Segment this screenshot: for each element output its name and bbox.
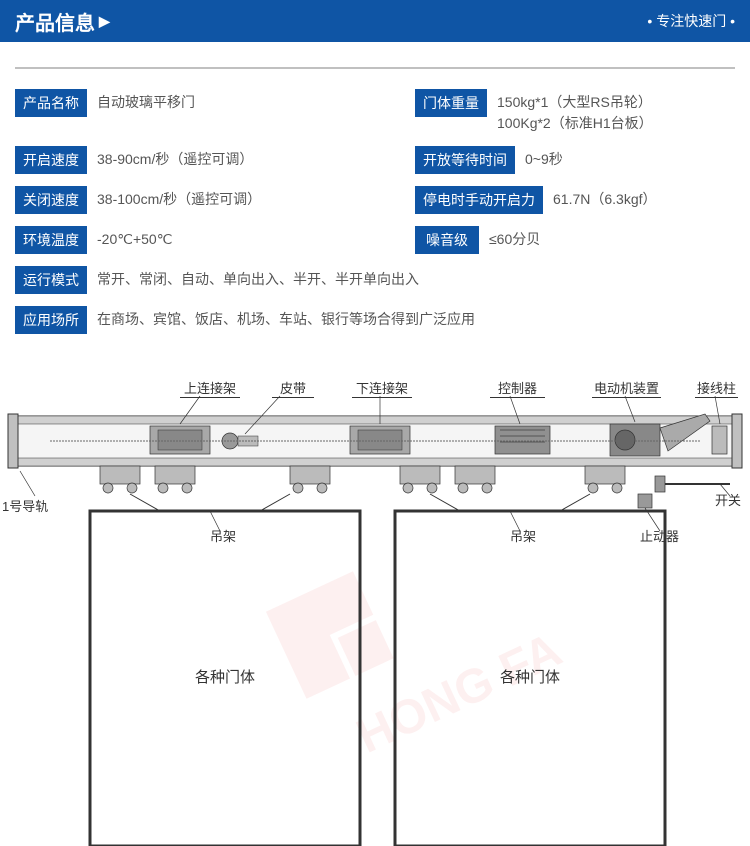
product-diagram: HONG FA xyxy=(0,366,750,846)
spec-value: -20℃+50℃ xyxy=(97,226,172,250)
spec-value: 38-90cm/秒（遥控可调） xyxy=(97,146,253,170)
spec-label: 噪音级 xyxy=(415,226,479,254)
spec-value: 150kg*1（大型RS吊轮） 100Kg*2（标准H1台板） xyxy=(497,89,653,134)
play-icon: ▶ xyxy=(99,13,110,30)
label-wire-post: 接线柱 xyxy=(695,378,738,398)
spec-cell: 关闭速度 38-100cm/秒（遥控可调） xyxy=(15,186,415,214)
spec-row: 运行模式 常开、常闭、自动、单向出入、半开、半开单向出入 xyxy=(15,266,735,294)
diagram-svg xyxy=(0,366,750,846)
spec-value: 61.7N（6.3kgf） xyxy=(553,186,657,210)
header-title: 产品信息 ▶ xyxy=(15,7,110,36)
spec-label: 开放等待时间 xyxy=(415,146,515,174)
spec-label: 关闭速度 xyxy=(15,186,87,214)
label-motor: 电动机装置 xyxy=(592,378,661,398)
spec-cell: 开放等待时间 0~9秒 xyxy=(415,146,735,174)
spec-cell: 运行模式 常开、常闭、自动、单向出入、半开、半开单向出入 xyxy=(15,266,735,294)
spec-cell: 应用场所 在商场、宾馆、饭店、机场、车站、银行等场合得到广泛应用 xyxy=(15,306,735,334)
spec-value: ≤60分贝 xyxy=(489,226,540,250)
spec-row: 开启速度 38-90cm/秒（遥控可调） 开放等待时间 0~9秒 xyxy=(15,146,735,174)
spec-label: 门体重量 xyxy=(415,89,487,117)
spec-label: 停电时手动开启力 xyxy=(415,186,543,214)
header-bar: 产品信息 ▶ • 专注快速门 • xyxy=(0,0,750,42)
label-lower-bracket: 下连接架 xyxy=(352,378,412,398)
spec-row: 关闭速度 38-100cm/秒（遥控可调） 停电时手动开启力 61.7N（6.3… xyxy=(15,186,735,214)
spec-cell: 环境温度 -20℃+50℃ xyxy=(15,226,415,254)
label-switch: 开关 xyxy=(715,490,741,509)
label-controller: 控制器 xyxy=(490,378,545,398)
spec-row: 应用场所 在商场、宾馆、饭店、机场、车站、银行等场合得到广泛应用 xyxy=(15,306,735,334)
spec-label: 环境温度 xyxy=(15,226,87,254)
label-rail1: 1号导轨 xyxy=(2,496,48,515)
label-upper-bracket: 上连接架 xyxy=(180,378,240,398)
label-hanger-left: 吊架 xyxy=(210,526,236,545)
spec-value: 0~9秒 xyxy=(525,146,563,170)
spec-cell: 停电时手动开启力 61.7N（6.3kgf） xyxy=(415,186,735,214)
label-door-body-right: 各种门体 xyxy=(500,666,560,687)
spec-cell: 噪音级 ≤60分贝 xyxy=(415,226,735,254)
label-hanger-right: 吊架 xyxy=(510,526,536,545)
label-door-body-left: 各种门体 xyxy=(195,666,255,687)
spec-cell: 产品名称 自动玻璃平移门 xyxy=(15,89,415,117)
spec-cell: 门体重量 150kg*1（大型RS吊轮） 100Kg*2（标准H1台板） xyxy=(415,89,735,134)
spec-value: 常开、常闭、自动、单向出入、半开、半开单向出入 xyxy=(97,266,419,290)
spec-value: 在商场、宾馆、饭店、机场、车站、银行等场合得到广泛应用 xyxy=(97,306,475,330)
spec-label: 运行模式 xyxy=(15,266,87,294)
spec-label: 应用场所 xyxy=(15,306,87,334)
spec-value: 自动玻璃平移门 xyxy=(97,89,195,113)
label-belt: 皮带 xyxy=(272,378,314,398)
spec-row: 环境温度 -20℃+50℃ 噪音级 ≤60分贝 xyxy=(15,226,735,254)
header-tag: • 专注快速门 • xyxy=(647,11,735,31)
spec-table: 产品名称 自动玻璃平移门 门体重量 150kg*1（大型RS吊轮） 100Kg*… xyxy=(0,89,750,366)
spec-row: 产品名称 自动玻璃平移门 门体重量 150kg*1（大型RS吊轮） 100Kg*… xyxy=(15,89,735,134)
spec-cell: 开启速度 38-90cm/秒（遥控可调） xyxy=(15,146,415,174)
spec-value: 38-100cm/秒（遥控可调） xyxy=(97,186,261,210)
spec-label: 产品名称 xyxy=(15,89,87,117)
title-text: 产品信息 xyxy=(15,7,95,36)
label-stopper: 止动器 xyxy=(640,526,679,545)
divider-line xyxy=(15,67,735,69)
spec-label: 开启速度 xyxy=(15,146,87,174)
